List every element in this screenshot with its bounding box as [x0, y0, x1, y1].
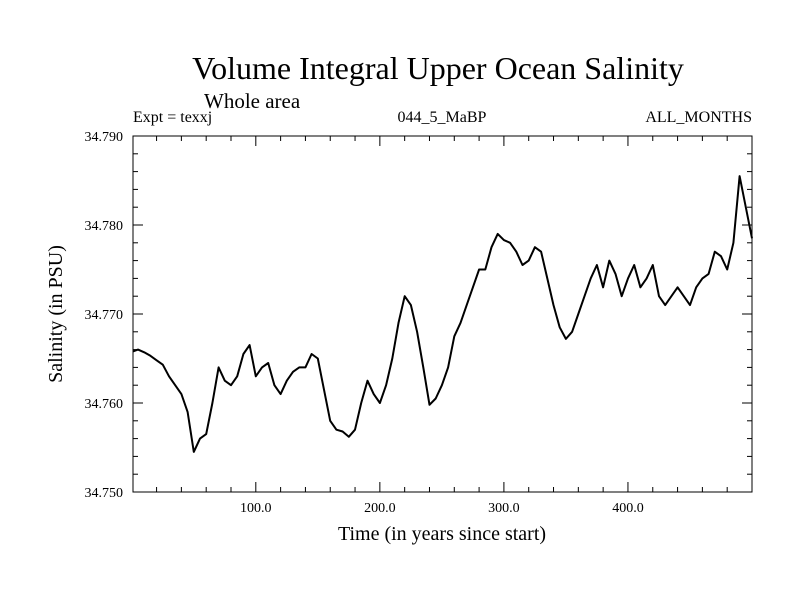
y-axis-label: Salinity (in PSU): [45, 245, 67, 383]
y-tick-label: 34.750: [85, 486, 124, 501]
x-tick-label: 100.0: [240, 501, 272, 516]
x-tick-label: 300.0: [488, 501, 520, 516]
y-tick-label: 34.790: [85, 130, 124, 145]
y-tick-label: 34.780: [85, 219, 124, 234]
y-axis: 34.750 34.760 34.770 34.780 34.790: [85, 130, 752, 501]
x-tick-label: 200.0: [364, 501, 396, 516]
chart-title: Volume Integral Upper Ocean Salinity: [192, 50, 684, 86]
y-tick-label: 34.770: [85, 308, 124, 323]
y-tick-label: 34.760: [85, 397, 124, 412]
chart-subtitle: Whole area: [204, 89, 301, 113]
plot-frame: [132, 135, 753, 493]
salinity-series-line: [132, 175, 753, 453]
x-axis-label: Time (in years since start): [338, 523, 546, 545]
x-tick-label: 400.0: [612, 501, 644, 516]
run-label: 044_5_MaBP: [398, 109, 487, 126]
x-axis: 100.0 200.0 300.0 400.0: [156, 136, 728, 516]
period-label: ALL_MONTHS: [645, 109, 752, 126]
experiment-label: Expt = texxj: [133, 109, 212, 126]
